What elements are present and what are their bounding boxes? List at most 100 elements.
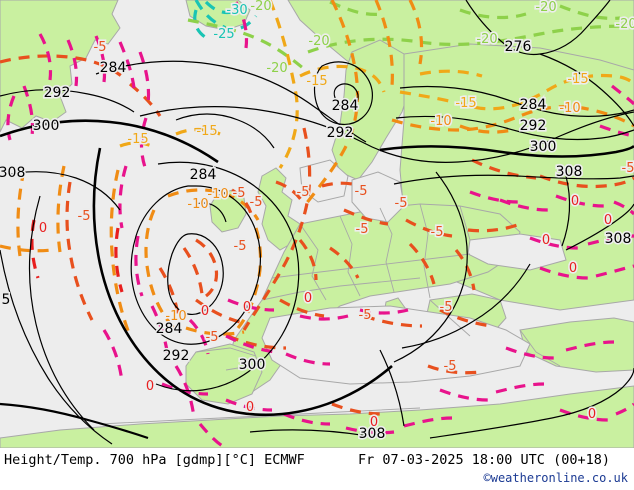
temp-contour--5-med2 [439,308,493,328]
height-label-5: 5 [2,292,11,308]
height-contour-308-south [429,367,634,439]
temp-label--5: -5 [233,186,246,201]
temp-label--20: -20 [615,17,634,32]
temp-label--5: -5 [444,359,457,374]
temp-contour--10-low-w [144,209,178,332]
height-label-292: 292 [163,348,190,364]
height-contour-308-se [565,203,634,251]
temp-label--20: -20 [250,0,271,14]
chart-title: Height/Temp. 700 hPa [gdmp][°C] ECMWF [4,452,305,468]
temp-label--20: -20 [308,34,329,49]
temp-contour--5-se2 [471,158,537,180]
height-label-284: 284 [156,321,183,337]
copyright-notice: ©weatheronline.co.uk [483,471,629,485]
sea-black-sea-approach [467,233,567,271]
temp-contour--10-outer3 [16,169,26,257]
temp-contour--15-loop [299,64,386,93]
height-contour-300-low [92,147,393,416]
temp-contour--5-fr3 [279,298,325,318]
temp-label-0: 0 [370,415,378,430]
temp-contour--10-low-s [185,326,245,336]
temp-label--5: -5 [234,239,247,254]
temp-contour--15-nw2 [175,127,221,136]
height-contour-aux2 [175,113,275,149]
temp-label--5: -5 [78,209,91,224]
height-label-308: 308 [605,231,632,247]
height-label-276: 276 [505,39,532,55]
height-label-300: 300 [530,139,557,155]
weather-chart-canvas[interactable]: 284 292 300 308 284 284 292 276 284 292 300 308 308 2… [0,0,634,448]
temp-contour--10-west [304,0,360,205]
temp-label--15: -15 [567,72,588,87]
temp-label--5: -5 [359,308,372,323]
temp-label--10: -10 [430,114,451,129]
temperature-zero-contour-layer [6,1,634,448]
height-label-284: 284 [332,98,359,114]
temp-contour--10-east2 [459,124,513,134]
height-label-284: 284 [520,97,547,113]
temp-contour--5-na [331,402,383,416]
temp-label--20: -20 [266,61,287,76]
temp-label-0: 0 [569,261,577,276]
temp-label-0: 0 [542,233,550,248]
temp-label-0: 0 [246,400,254,415]
temp-label-0: 0 [304,291,312,306]
height-contour-308-nw [0,171,121,211]
height-label-292: 292 [520,118,547,134]
temperature-contour-labels: -5 -30 -25 -20 -20 -20 -15 -15 -15 -20 -20 -20 -15 -1… [37,0,634,432]
political-borders-layer [99,203,561,425]
temp-label--25: -25 [213,27,234,42]
temp-label--5: -5 [356,222,369,237]
temp-label--20: -20 [476,32,497,47]
temp-label--20: -20 [535,0,556,15]
height-label-308: 308 [359,426,386,442]
temp-contour--20d [459,8,527,20]
height-label-308: 308 [0,165,25,181]
height-contour-308-sw2 [0,249,113,445]
temp-contour--10-outer [109,169,132,337]
temp-contour--5-ce2 [405,218,453,238]
temp-contour--5-ireland [231,188,254,219]
height-contour-292-low [155,161,300,392]
temp-label--5: -5 [395,196,408,211]
temp-contour--5-alps [408,242,436,285]
temp-contour--5-iber [182,247,204,295]
temp-contour--5-ce3 [467,222,521,233]
height-contour-aux [195,202,227,223]
land-greenland [0,0,121,133]
height-contour-308-sw [29,195,95,431]
temp-label--30: -30 [226,3,247,18]
temp-label--5: -5 [297,185,310,200]
temp-contour--5-ce [343,208,389,226]
temp-contour--15-nw [119,141,153,148]
temp-label-0: 0 [571,194,579,209]
temp-label--10: -10 [207,187,228,202]
height-label-300: 300 [33,118,60,134]
temp-contour--5-iber3 [195,298,241,324]
temp-contour--5-fr [298,238,318,281]
temp-label-0: 0 [604,213,612,228]
temp-contour--15-east2 [419,69,483,78]
sea-baltic [351,171,405,223]
height-contour-284-low [130,185,261,345]
temp-label--5: -5 [250,195,263,210]
temp-label--15: -15 [127,132,148,147]
height-contour-300-east [379,144,634,158]
height-contour-se-trough3 [401,263,531,349]
temp-contour--5-med3 [427,364,481,375]
height-contours-layer [0,0,634,445]
height-contour-276b [539,53,634,127]
height-contour-292-main [139,106,634,163]
temp-contour--25b [193,9,211,42]
height-label-300: 300 [239,357,266,373]
chart-valid-time: Fr 07-03-2025 18:00 UTC (00+18) [358,452,610,468]
temp-contour--10-b [374,0,394,87]
temp-contour--5-fr2 [329,246,360,279]
height-contour-308-south2 [249,429,369,437]
land-north-africa [0,385,634,448]
temp-label--10: -10 [187,197,208,212]
height-contour-286-lowcore [167,233,224,315]
temp-contour--10-outer4 [0,244,53,253]
temp-label--10: -10 [559,101,580,116]
height-contour-south-far [0,402,149,440]
